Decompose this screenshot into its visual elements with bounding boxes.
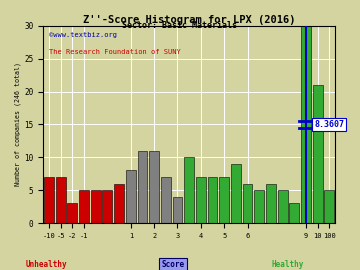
Bar bbox=[56, 177, 66, 223]
Bar bbox=[301, 26, 311, 223]
Bar bbox=[103, 190, 112, 223]
Bar bbox=[126, 170, 136, 223]
Bar bbox=[278, 190, 288, 223]
Bar bbox=[138, 151, 148, 223]
Y-axis label: Number of companies (246 total): Number of companies (246 total) bbox=[15, 62, 22, 187]
Text: Unhealthy: Unhealthy bbox=[26, 260, 68, 269]
Bar bbox=[184, 157, 194, 223]
Bar bbox=[289, 203, 299, 223]
Text: Score: Score bbox=[161, 260, 184, 269]
Bar bbox=[114, 184, 124, 223]
Text: 8.3607: 8.3607 bbox=[314, 120, 344, 129]
Bar bbox=[196, 177, 206, 223]
Bar bbox=[161, 177, 171, 223]
Bar bbox=[79, 190, 89, 223]
Bar bbox=[149, 151, 159, 223]
Bar bbox=[231, 164, 241, 223]
Text: Healthy: Healthy bbox=[272, 260, 304, 269]
Bar bbox=[254, 190, 264, 223]
Bar bbox=[44, 177, 54, 223]
Text: Sector: Basic Materials: Sector: Basic Materials bbox=[122, 21, 238, 30]
Bar bbox=[324, 190, 334, 223]
Bar bbox=[219, 177, 229, 223]
Bar bbox=[312, 85, 323, 223]
Text: ©www.textbiz.org: ©www.textbiz.org bbox=[49, 32, 117, 38]
Bar bbox=[172, 197, 183, 223]
Bar bbox=[91, 190, 101, 223]
Bar bbox=[243, 184, 252, 223]
Text: The Research Foundation of SUNY: The Research Foundation of SUNY bbox=[49, 49, 181, 55]
Bar bbox=[266, 184, 276, 223]
Title: Z''-Score Histogram for LPX (2016): Z''-Score Histogram for LPX (2016) bbox=[83, 15, 296, 25]
Bar bbox=[208, 177, 217, 223]
Bar bbox=[67, 203, 77, 223]
